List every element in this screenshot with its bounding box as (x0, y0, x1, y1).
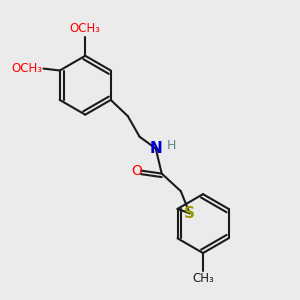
Text: O: O (131, 164, 142, 178)
Text: N: N (149, 141, 162, 156)
Text: OCH₃: OCH₃ (70, 22, 101, 35)
Text: H: H (167, 139, 176, 152)
Text: CH₃: CH₃ (192, 272, 214, 285)
Text: S: S (184, 206, 195, 221)
Text: OCH₃: OCH₃ (11, 62, 42, 75)
